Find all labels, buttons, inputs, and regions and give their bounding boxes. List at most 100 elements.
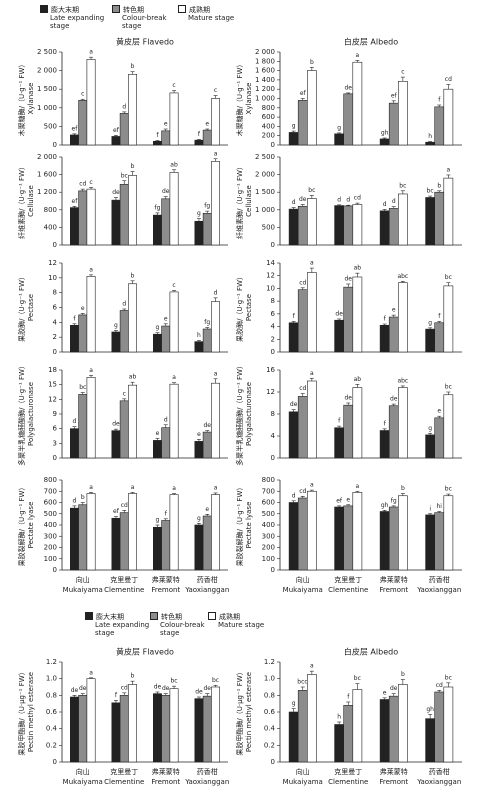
bar [153,214,162,246]
bar [169,494,179,571]
x-tick-label-en: Yaoxianggan [184,586,229,594]
bar [111,517,121,571]
y-label-en: Polygalacturonase [245,382,253,446]
significance-letter: b [437,182,441,189]
x-tick-label-en: Yaoxianggan [416,778,461,786]
legend-swatch [150,612,158,620]
significance-letter: de [154,684,162,691]
significance-letter: cd [436,682,443,689]
y-tick-label: 0.6 [46,708,58,716]
significance-letter: bc [354,675,361,682]
y-tick-label: 500 [44,122,57,130]
bar [128,283,137,353]
y-tick-label: 0.4 [264,725,276,733]
significance-letter: ef [113,127,120,134]
bar [86,678,96,763]
y-label-en: Polygalacturonase [27,382,35,446]
y-tick-label: 2 [53,333,57,341]
bar [288,132,299,146]
bar [70,324,79,353]
bar [70,507,79,571]
legend-item: 成熟期 Mature stage [178,5,250,22]
significance-letter: bc [399,182,406,189]
significance-letter: d [383,201,387,208]
bar [119,183,129,246]
y-tick-label: 0 [271,566,275,574]
bar [443,177,454,246]
bar [70,696,79,763]
y-tick-label: 200 [44,544,57,552]
legend-label-en: Mature stage [218,621,265,629]
significance-letter: ef [300,90,307,97]
significance-letter: bc [445,486,452,493]
legend-label-en: Colour-break stage [122,14,167,30]
significance-letter: f [384,316,387,323]
bar [434,417,445,459]
x-tick-label-en: Fremont [151,586,180,594]
bar [297,396,308,459]
significance-letter: a [172,374,176,381]
significance-letter: de [162,188,170,195]
bar [169,172,179,246]
y-tick-label: 0.6 [264,708,276,716]
significance-letter: d [292,492,296,499]
significance-letter: g [156,324,160,331]
bar [425,718,436,763]
bar [194,341,204,353]
significance-letter: de [390,685,398,692]
bar [194,524,204,571]
legend-item: 转色期 Colour-break stage [150,612,222,637]
y-tick-label: 0 [53,758,57,766]
significance-letter: de [345,275,353,282]
significance-letter: d [337,196,341,203]
y-label-en: Xylanase [245,83,253,115]
y-tick-label: 100 [44,555,57,563]
significance-letter: a [310,482,314,489]
y-tick-label: 1.0 [46,675,57,683]
bar [397,282,408,353]
legend-swatch [112,5,120,13]
y-tick-label: 6 [271,310,276,318]
x-tick-label: 弗莱蒙特 [380,575,408,584]
significance-letter: de [345,84,353,91]
significance-letter: e [392,307,396,314]
bar [425,328,436,353]
bar [379,699,390,763]
y-tick-label: 1 500 [255,188,275,196]
y-label-en: Cellulase [27,185,35,217]
y-label: 果胶酶/（U·g⁻¹ FW） [235,273,244,342]
significance-letter: a [214,150,218,157]
bar [153,526,162,571]
y-tick-label: 600 [262,499,275,507]
bar [111,136,121,146]
bar [194,139,204,146]
bar [425,197,436,246]
legend-row: 转色期 [150,612,222,621]
x-tick-label: 向山 [296,575,310,584]
significance-letter: cd [445,76,452,83]
y-tick-label: 0.8 [264,691,275,699]
x-tick-label-en: Fremont [379,586,408,594]
y-label-en: Pectate lyase [245,502,253,549]
y-tick-label: 1 400 [255,76,275,84]
bar [306,70,317,146]
bar [78,100,88,146]
legend-item: 转色期 Colour-break stage [112,5,184,30]
bar [161,325,171,353]
legend-item: 膨大末期 Late expanding stage [40,5,112,30]
legend-swatch [208,612,216,620]
panel-title: 白皮层 Albedo [344,37,398,47]
y-tick-label: 0.4 [46,725,58,733]
y-label: 木聚糖酶/（U·g⁻¹ FW） [235,61,244,137]
significance-letter: bc [121,172,128,179]
y-tick-label: 4 [271,323,276,331]
significance-letter: g [197,515,201,522]
significance-letter: bc [445,384,452,391]
significance-letter: e [437,408,441,415]
bar [388,208,399,246]
y-tick-label: 700 [262,487,275,495]
significance-letter: f [438,313,441,320]
significance-letter: ab [354,265,362,272]
bar [78,314,88,353]
x-tick-label: 药香柑 [429,575,450,584]
